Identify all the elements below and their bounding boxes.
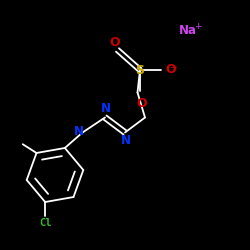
Text: N: N [121,134,131,147]
Text: N: N [101,102,111,114]
Text: N: N [74,125,84,138]
Text: +: + [194,22,201,31]
Text: O: O [110,36,120,49]
Text: Cl: Cl [39,218,52,228]
Text: O: O [136,97,146,110]
Text: O: O [165,63,175,76]
Text: S: S [136,64,144,76]
Text: −: − [170,62,178,72]
Text: Na: Na [178,24,196,36]
